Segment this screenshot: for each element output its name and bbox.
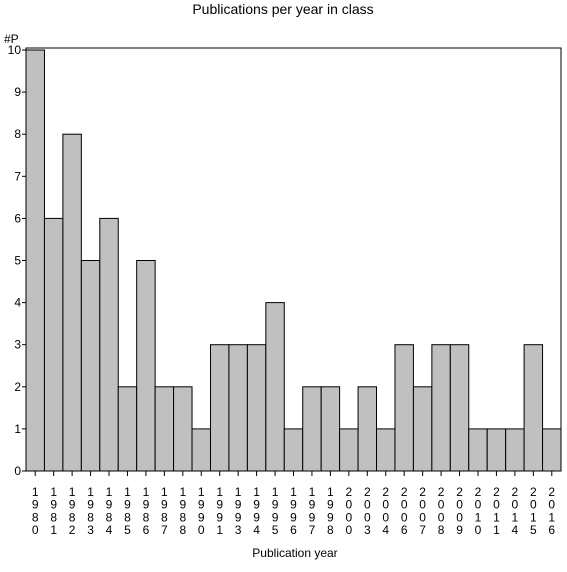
bar (431, 344, 451, 472)
y-tick-label: 9 (14, 85, 21, 99)
bar (412, 386, 433, 472)
y-tick-label: 8 (14, 127, 21, 141)
bar (320, 386, 341, 472)
y-tick-label: 5 (14, 254, 21, 268)
bar (357, 386, 378, 472)
bar (523, 344, 544, 472)
y-axis-label: #P (4, 32, 19, 46)
bar (505, 428, 525, 472)
bar (62, 133, 82, 472)
y-tick-label: 3 (14, 338, 21, 352)
bar (376, 428, 396, 472)
y-tick-label: 7 (14, 169, 21, 183)
bar (117, 386, 138, 472)
bar (339, 428, 359, 472)
bar (209, 344, 230, 472)
bar (80, 260, 101, 472)
bar (302, 386, 322, 472)
bar (99, 217, 119, 472)
bar (449, 344, 470, 472)
bar (246, 344, 267, 472)
y-tick-label: 1 (14, 422, 21, 436)
bar (486, 428, 507, 472)
y-tick-label: 0 (14, 464, 21, 478)
y-tick-label: 10 (8, 43, 22, 57)
y-tick-label: 4 (14, 296, 21, 310)
bar (283, 428, 304, 472)
y-tick-label: 2 (14, 380, 21, 394)
bar (191, 428, 211, 472)
bar (154, 386, 175, 472)
bar (136, 260, 156, 472)
y-axis: 0 1 2 3 4 5 6 7 8 9 10 (8, 43, 26, 478)
y-tick-label: 6 (14, 211, 21, 225)
chart-title: Publications per year in class (192, 1, 373, 17)
bar (43, 217, 64, 472)
x-axis: 1 9 8 0 1 9 8 1 1 9 8 2 1 9 8 3 1 9 8 4 1 9 8 5 1 9 8 6 1 9 8 7 1 9 8 8 1 9 9 0… (32, 471, 555, 537)
bar (542, 428, 562, 472)
x-axis-label: Publication year (252, 546, 337, 560)
bar (173, 386, 193, 472)
bars (25, 49, 562, 472)
bar (228, 344, 248, 472)
bar (25, 49, 45, 472)
bar (394, 344, 414, 472)
bar (265, 302, 285, 472)
bar (468, 428, 488, 472)
